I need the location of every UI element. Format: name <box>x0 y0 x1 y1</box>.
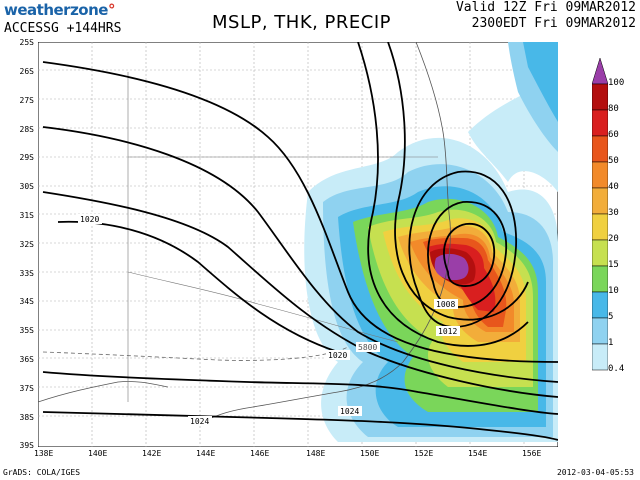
colorbar-label: 1 <box>608 338 614 348</box>
lon-label: 144E <box>196 449 216 458</box>
valid-utc: Valid 12Z Fri 09MAR2012 <box>455 0 636 15</box>
lat-label: 27S <box>19 96 34 105</box>
colorbar-label: 5 <box>608 312 614 322</box>
colorbar-label: 30 <box>608 208 619 218</box>
colorbar-swatch <box>592 213 608 241</box>
valid-local: 2300EDT Fri 09MAR2012 <box>471 16 636 31</box>
lat-label: 35S <box>19 326 34 335</box>
colorbar-swatch <box>592 317 608 345</box>
lon-label: 142E <box>142 449 162 458</box>
lat-label: 26S <box>19 67 34 76</box>
colorbar-swatch <box>592 291 608 319</box>
isobar-label: 1020 <box>328 351 347 360</box>
colorbar-label: 100 <box>608 78 625 88</box>
lon-label: 154E <box>468 449 488 458</box>
lat-label: 37S <box>19 384 34 393</box>
colorbar-label: 20 <box>608 234 619 244</box>
lat-label: 29S <box>19 153 34 162</box>
lat-label: 38S <box>19 413 34 422</box>
precip-colorbar <box>592 58 608 371</box>
lon-label: 140E <box>88 449 108 458</box>
lon-label: 148E <box>306 449 326 458</box>
lat-label: 36S <box>19 355 34 364</box>
isobar-label: 1008 <box>436 300 455 309</box>
isobar-label: 1012 <box>438 327 457 336</box>
credit-label: GrADS: COLA/IGES <box>3 468 81 477</box>
isobar-label: 1020 <box>80 215 99 224</box>
lon-label: 146E <box>250 449 270 458</box>
lat-label: 33S <box>19 269 34 278</box>
state-border <box>127 72 438 402</box>
thickness-line <box>42 346 349 361</box>
colorbar-swatch <box>592 265 608 293</box>
lat-label: 39S <box>19 441 34 450</box>
colorbar-swatch <box>592 135 608 163</box>
isobar-label: 1024 <box>190 417 209 426</box>
colorbar-label: 80 <box>608 104 619 114</box>
lat-label: 31S <box>19 211 34 220</box>
map-title: MSLP, THK, PRECIP <box>212 12 392 33</box>
lat-label: 32S <box>19 240 34 249</box>
lat-label: 30S <box>19 182 34 191</box>
colorbar-arrow <box>592 58 608 85</box>
model-run-label: ACCESSG +144HRS <box>4 21 122 36</box>
timestamp-label: 2012-03-04-05:53 <box>556 468 634 477</box>
lon-label: 152E <box>414 449 434 458</box>
colorbar-swatch <box>592 239 608 267</box>
mslp-isobars <box>42 42 558 441</box>
colorbar-label: 0.4 <box>608 364 625 374</box>
colorbar-swatch <box>592 109 608 137</box>
colorbar-label: 10 <box>608 286 619 296</box>
thickness-label: 5800 <box>358 343 377 352</box>
valid-time: Valid 12Z Fri 09MAR2012 2300EDT Fri 09MA… <box>456 0 636 32</box>
contour-labels: 1020 1024 1012 1008 1020 1024 5800 <box>78 214 460 426</box>
colorbar-swatch <box>592 161 608 189</box>
colorbar-label: 40 <box>608 182 619 192</box>
colorbar-swatch <box>592 343 608 371</box>
lon-label: 150E <box>360 449 380 458</box>
colorbar-label: 60 <box>608 130 619 140</box>
weatherzone-logo: weatherzone° <box>4 1 115 19</box>
lon-label: 138E <box>34 449 54 458</box>
lat-label: 34S <box>19 297 34 306</box>
colorbar-swatch <box>592 83 608 111</box>
weather-map: 1020 1024 1012 1008 1020 1024 5800 <box>38 42 558 447</box>
colorbar-label: 15 <box>608 260 619 270</box>
isobar-label: 1024 <box>340 407 359 416</box>
coastline <box>38 42 451 423</box>
lat-label: 28S <box>19 125 34 134</box>
colorbar-swatch <box>592 187 608 215</box>
lon-label: 156E <box>522 449 542 458</box>
colorbar-label: 50 <box>608 156 619 166</box>
lat-label: 25S <box>19 38 34 47</box>
